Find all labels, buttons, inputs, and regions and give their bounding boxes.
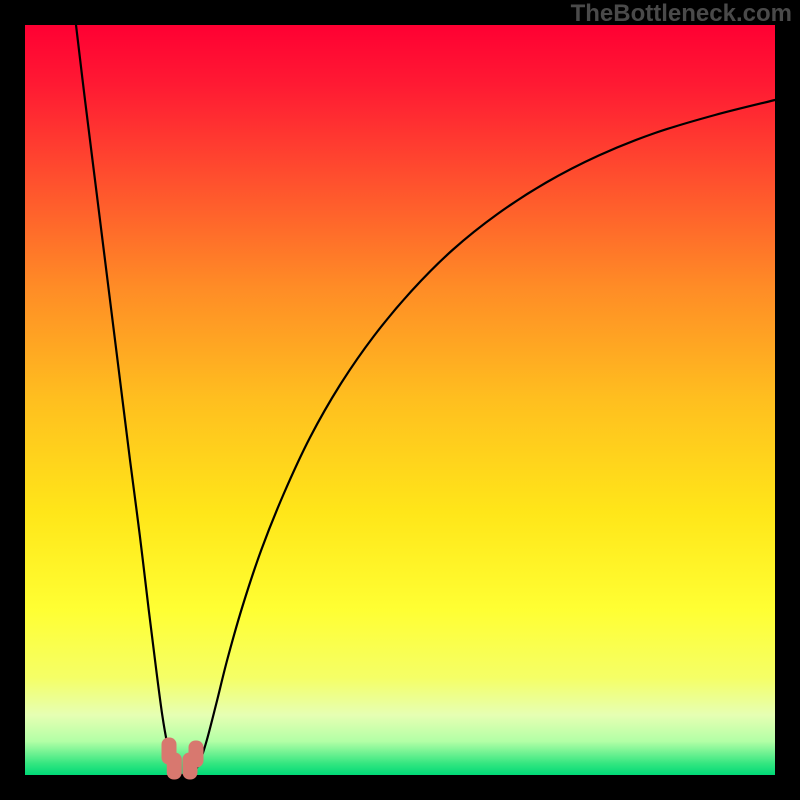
minimum-marker-1 [167,753,182,780]
minimum-marker-3 [189,741,204,768]
plot-area [25,25,775,775]
minimum-markers [25,25,775,775]
watermark-text: TheBottleneck.com [571,0,792,28]
chart-stage: TheBottleneck.com [0,0,800,800]
